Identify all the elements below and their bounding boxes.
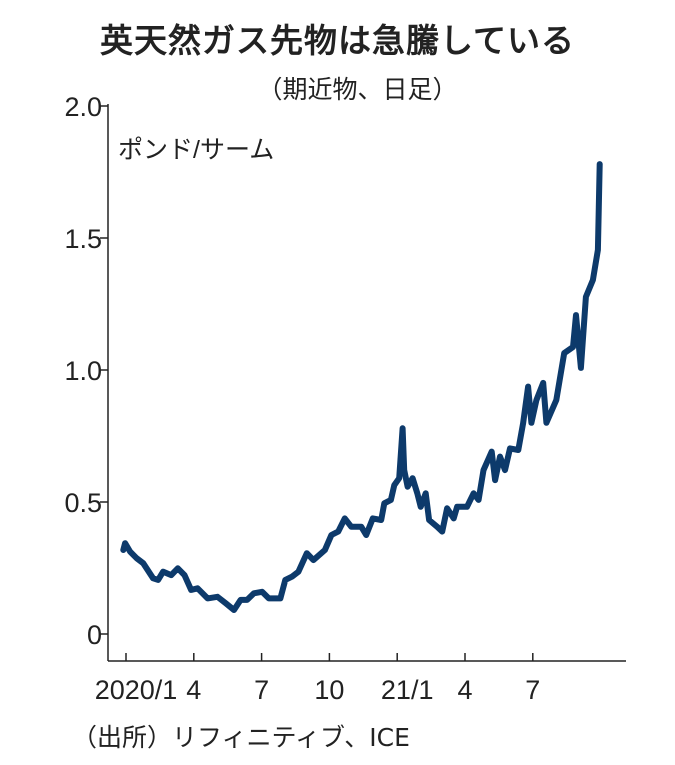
series-line xyxy=(120,161,603,613)
y-tick-label: 0.5 xyxy=(64,488,102,518)
y-tick-label: 1.0 xyxy=(64,356,102,386)
source-note: （出所）リフィニティブ、ICE xyxy=(72,723,410,752)
x-tick-label: 7 xyxy=(254,675,269,705)
y-tick-label: 2.0 xyxy=(64,92,102,122)
y-tick-label: 0 xyxy=(87,620,102,650)
chart-subtitle: （期近物、日足） xyxy=(257,75,458,104)
x-tick-label: 10 xyxy=(314,675,344,705)
x-tick-label: 4 xyxy=(186,675,201,705)
x-tick-label: 4 xyxy=(457,675,472,705)
y-tick-label: 1.5 xyxy=(64,224,102,254)
x-tick-label: 21/1 xyxy=(381,675,434,705)
x-tick-label: 7 xyxy=(525,675,540,705)
x-tick-label: 2020/1 xyxy=(95,675,178,705)
chart-title: 英天然ガス先物は急騰している xyxy=(99,21,575,60)
y-axis-unit-label: ポンド/サーム xyxy=(118,136,274,164)
